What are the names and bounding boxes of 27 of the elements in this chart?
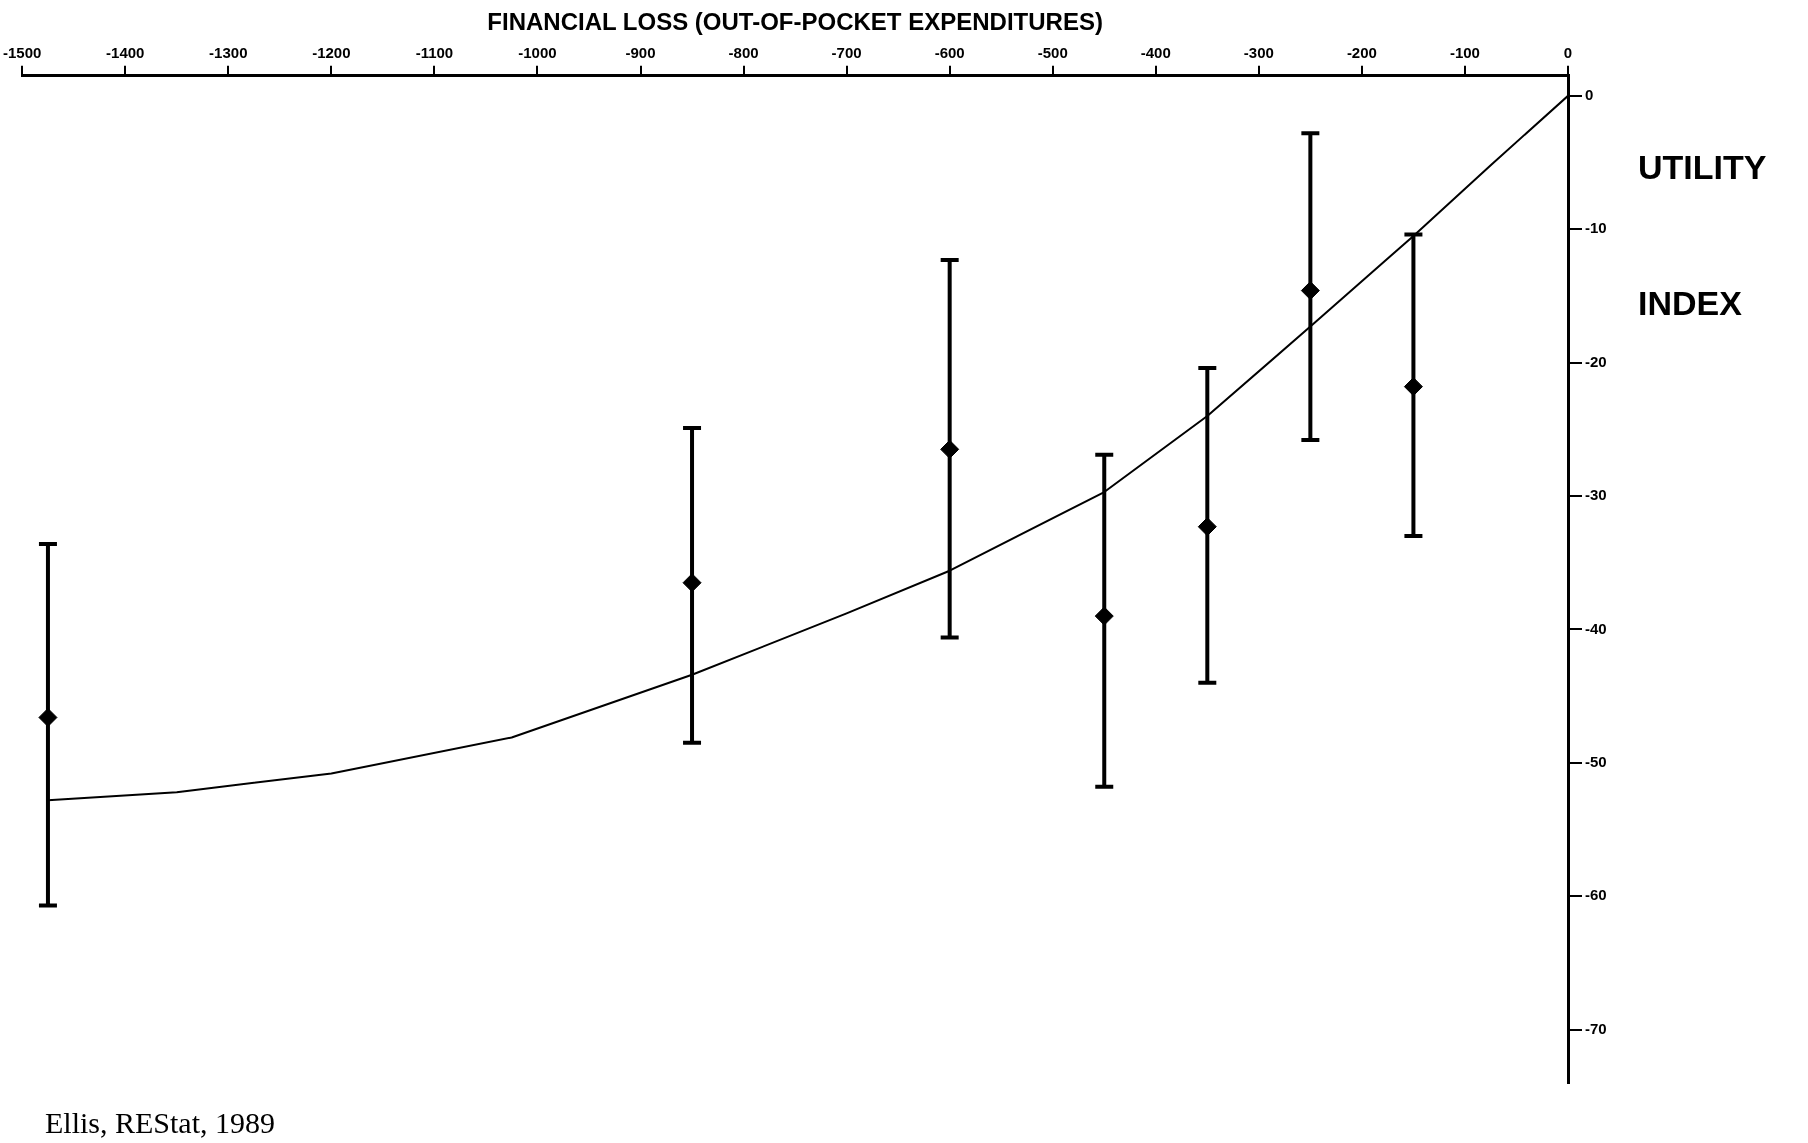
x-tick-label: -300 bbox=[1243, 43, 1274, 61]
y-tick-label: -50 bbox=[1585, 752, 1607, 770]
x-tick-label: -600 bbox=[934, 43, 965, 61]
x-tick-label: -1300 bbox=[209, 43, 248, 61]
x-tick-label: -700 bbox=[831, 43, 862, 61]
y-tick-label: 0 bbox=[1585, 85, 1594, 103]
y-tick-label: -10 bbox=[1585, 219, 1607, 237]
y-tick-label: -40 bbox=[1585, 619, 1607, 637]
x-tick-label: -800 bbox=[728, 43, 759, 61]
y-tick-label: -60 bbox=[1585, 886, 1607, 904]
x-tick-label: -500 bbox=[1037, 43, 1068, 61]
x-tick-label: -1000 bbox=[518, 43, 557, 61]
x-tick-label: -400 bbox=[1140, 43, 1171, 61]
text: Ellis, REStat, 1989 bbox=[45, 1105, 276, 1139]
x-tick-label: -1500 bbox=[2, 43, 42, 61]
x-tick-label: -100 bbox=[1449, 43, 1480, 61]
y-tick-label: -70 bbox=[1585, 1019, 1607, 1037]
x-tick-label: 0 bbox=[1563, 43, 1573, 61]
text: UTILITY INDEX bbox=[1638, 147, 1767, 322]
x-tick-label: -1400 bbox=[106, 43, 145, 61]
x-tick-label: -200 bbox=[1346, 43, 1377, 61]
x-axis-title: FINANCIAL LOSS (OUT-OF-POCKET EXPENDITURES) bbox=[487, 8, 1103, 36]
x-tick-label: -1200 bbox=[312, 43, 351, 61]
x-tick-label: -900 bbox=[625, 43, 656, 61]
y-tick-label: -20 bbox=[1585, 352, 1607, 370]
x-tick-label: -1100 bbox=[415, 43, 454, 61]
y-tick-label: -30 bbox=[1585, 486, 1607, 504]
